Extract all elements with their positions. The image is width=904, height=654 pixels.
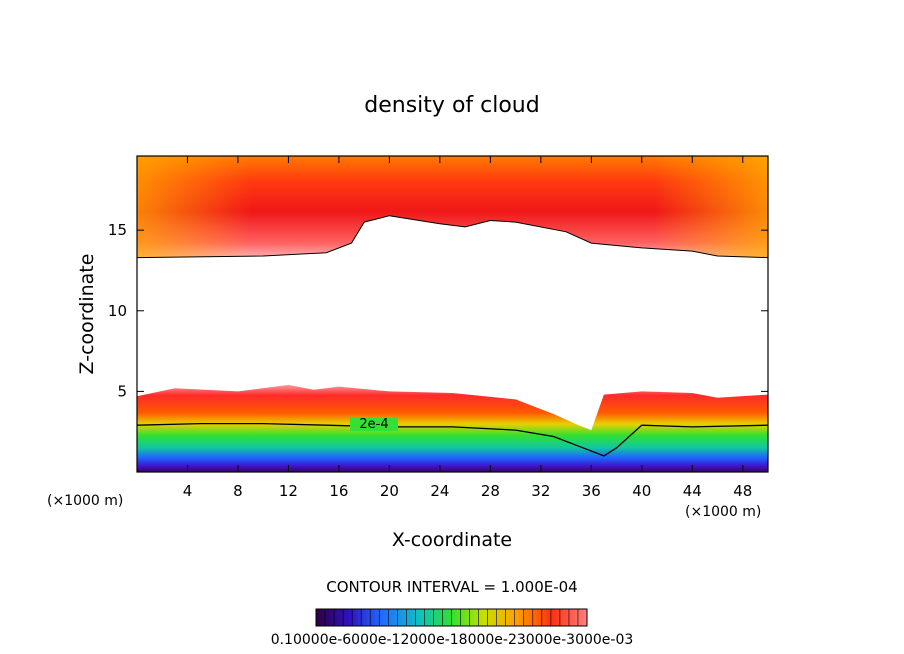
x-tick-label: 8 [233, 482, 243, 500]
x-tick-label: 20 [380, 482, 399, 500]
colorbar [315, 608, 588, 627]
contour-interval-text: CONTOUR INTERVAL = 1.000E-04 [326, 578, 577, 596]
x-tick-label: 44 [683, 482, 702, 500]
colorbar-labels: 0.10000e-6000e-12000e-18000e-23000e-3000… [271, 632, 634, 648]
x-tick-label: 16 [329, 482, 348, 500]
x-tick-label: 48 [733, 482, 752, 500]
contour-2e-4 [137, 422, 768, 457]
colorbar-divisions [324, 609, 579, 626]
y-axis-label: Z-coordinate [76, 254, 98, 375]
x-unit-note-right: (×1000 m) [685, 504, 761, 520]
lower-cloud-layer [137, 384, 768, 472]
plot-frame [136, 155, 769, 473]
upper-cloud-contour [137, 215, 768, 259]
x-tick-label: 28 [481, 482, 500, 500]
contour-label: 2e-4 [359, 417, 388, 432]
contour-label-bg [350, 417, 398, 431]
x-tick-label: 32 [531, 482, 550, 500]
upper-cloud-edge-tint [137, 156, 768, 258]
x-axis-label: X-coordinate [392, 529, 512, 551]
x-tick-label: 4 [183, 482, 193, 500]
x-unit-note-left: (×1000 m) [47, 493, 123, 509]
x-tick-label: 40 [632, 482, 651, 500]
y-tick-label: 15 [108, 221, 127, 239]
x-tick-label: 12 [279, 482, 298, 500]
chart-title: density of cloud [364, 93, 539, 118]
x-tick-label: 24 [430, 482, 449, 500]
x-ticks: 4 8 12 16 20 24 28 32 36 40 44 48 [183, 156, 752, 500]
y-tick-label: 10 [108, 302, 127, 320]
y-ticks: 5 10 15 [108, 221, 768, 400]
y-tick-label: 5 [117, 382, 127, 400]
x-tick-label: 36 [582, 482, 601, 500]
colorbar-frame [315, 608, 588, 627]
